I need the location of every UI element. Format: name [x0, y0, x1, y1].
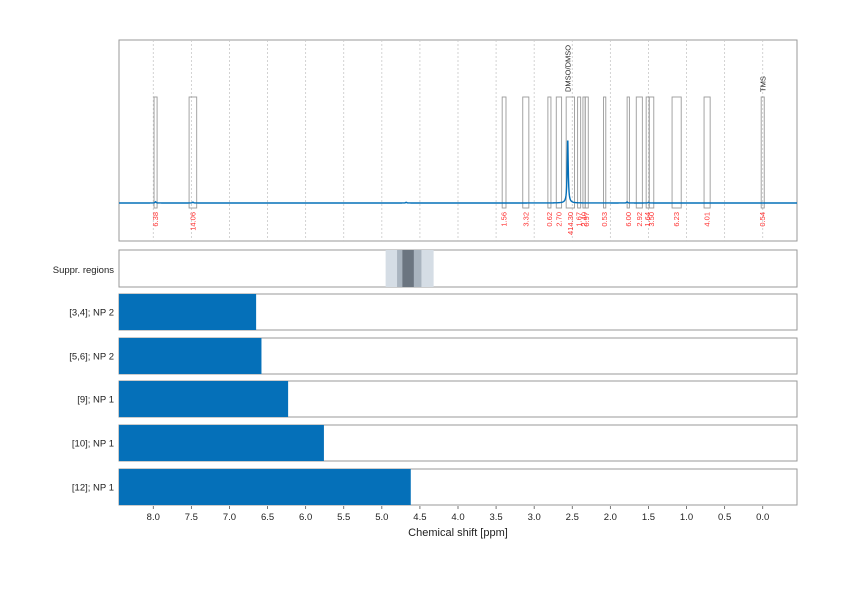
integral-value-label: 0.53	[600, 212, 609, 227]
integral-region-box	[635, 96, 643, 209]
x-tick-label: 1.5	[642, 512, 655, 523]
peak-annotation-label: TMS	[759, 76, 768, 92]
integral-value-label: 0.62	[545, 212, 554, 227]
integral-region-box	[565, 96, 576, 209]
integral-value-label: 3.32	[521, 212, 530, 227]
integral-value-label: 2.70	[554, 212, 563, 227]
x-tick-label: 6.0	[299, 512, 312, 523]
x-tick-label: 2.0	[604, 512, 617, 523]
x-tick-label: 7.0	[223, 512, 236, 523]
integral-region-box	[153, 96, 158, 209]
x-tick-label: 3.0	[528, 512, 541, 523]
x-tick-label: 5.0	[375, 512, 388, 523]
spectrum-line	[119, 140, 797, 204]
row-bar	[119, 469, 411, 505]
integral-value-label: 1.56	[500, 212, 509, 227]
integral-value-label: 2.40	[580, 212, 589, 227]
integral-region-box	[703, 96, 711, 209]
spectrum-panel: 6.38 14.06 1.56 3.32 0.62 2.70 414.30 1.672.400…	[118, 39, 798, 242]
x-axis-label: Chemical shift [ppm]	[408, 527, 508, 539]
row-label: [3,4]; NP 2	[69, 308, 114, 319]
x-tick-label: 2.5	[566, 512, 579, 523]
integral-region-box	[188, 96, 198, 209]
row-bar	[119, 425, 324, 461]
integral-value-label: 6.38	[151, 212, 160, 227]
x-tick-label: 5.5	[337, 512, 350, 523]
row-bar	[119, 338, 262, 374]
integral-region-box	[648, 96, 655, 209]
x-tick-label: 3.5	[489, 512, 502, 523]
integral-value-label: 4.01	[703, 212, 712, 227]
integral-region-box	[671, 96, 682, 209]
integral-value-label: 6.23	[672, 212, 681, 227]
integral-value-label: 0.54	[758, 212, 767, 227]
integral-value-label: 0.97	[582, 212, 591, 227]
integral-value-label: 3.50	[647, 212, 656, 227]
suppressed-regions-panel: Suppr. regions	[53, 249, 798, 288]
row-label: [5,6]; NP 2	[69, 352, 114, 363]
integral-value-label: 414.30	[566, 212, 575, 235]
x-tick-label: 6.5	[261, 512, 274, 523]
integral-region-box	[522, 96, 530, 209]
row-label: [12]; NP 1	[72, 483, 114, 494]
integral-value-label: 1.67	[575, 212, 584, 227]
integral-region-box	[547, 96, 552, 209]
x-tick-label: 1.0	[680, 512, 693, 523]
peak-annotation-label: DMSO/DMSO	[564, 45, 573, 92]
integral-value-label: 6.00	[624, 212, 633, 227]
integral-value-label: 14.06	[188, 212, 197, 231]
x-tick-label: 8.0	[147, 512, 160, 523]
suppressed-band	[402, 250, 414, 287]
x-tick-label: 4.0	[451, 512, 464, 523]
integral-region-box	[584, 96, 589, 209]
suppr-frame	[118, 249, 798, 288]
x-tick-label: 4.5	[413, 512, 426, 523]
row-label: [9]; NP 1	[77, 395, 114, 406]
x-tick-label: 0.5	[718, 512, 731, 523]
suppr-row-label: Suppr. regions	[53, 265, 115, 276]
integral-region-box	[577, 96, 582, 209]
x-tick-label: 0.0	[756, 512, 769, 523]
row-label: [10]; NP 1	[72, 439, 114, 450]
x-tick-label: 7.5	[185, 512, 198, 523]
integral-value-label: 1.64	[643, 212, 652, 227]
integral-region-box	[760, 96, 765, 209]
integral-region-box	[501, 96, 507, 209]
integral-region-box	[555, 96, 563, 209]
residue-rows-panel: [3,4]; NP 2 [5,6]; NP 2 [9]; NP 1 [10]; NP …	[69, 293, 798, 506]
integral-value-label: 2.92	[635, 212, 644, 227]
integral-region-box	[626, 96, 630, 209]
row-bar	[119, 294, 257, 330]
row-bar	[119, 381, 289, 417]
integral-region-box	[603, 96, 607, 209]
x-axis: 8.0 7.5 7.0 6.5 6.0 5.5 5.0 4.5 4.0 3.5 3.0 2.5 2.0 1…	[147, 506, 769, 523]
